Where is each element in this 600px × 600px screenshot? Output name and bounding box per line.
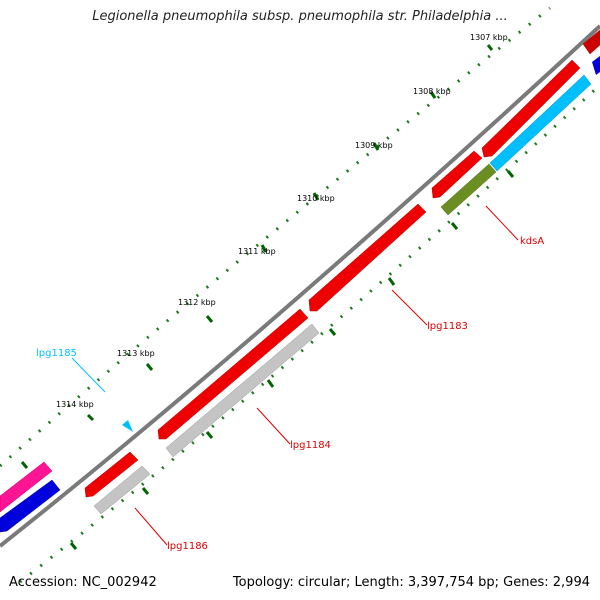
- gene-feature-lpg1186-red[interactable]: [84, 451, 139, 498]
- ruler-label-1312: 1312 kbp: [178, 298, 216, 307]
- gene-feature-lpg1186[interactable]: [93, 465, 151, 515]
- map-title: Legionella pneumophila subsp. pneumophil…: [92, 9, 508, 24]
- genome-backbone: [0, 24, 600, 548]
- gene-label-lpg1184[interactable]: lpg1184: [290, 440, 331, 451]
- gene-label-lpg1183[interactable]: lpg1183: [427, 321, 468, 332]
- genome-stats-label: Topology: circular; Length: 3,397,754 bp…: [232, 575, 590, 590]
- ruler-label-1313: 1313 kbp: [117, 349, 155, 358]
- gene-feature-lpg1183[interactable]: [308, 203, 427, 312]
- gene-label-lpg1185[interactable]: lpg1185: [36, 348, 77, 359]
- gene-feature-red-top-right[interactable]: [582, 29, 600, 55]
- ruler-label-1307: 1307 kbp: [470, 33, 508, 42]
- accession-label: Accession: NC_002942: [9, 575, 157, 590]
- ruler-arc-outer: [0, 6, 551, 468]
- ruler-labels: 1307 kbp 1308 kbp 1309 kbp 1310 kbp 1311…: [56, 33, 508, 409]
- gene-feature-pink-left[interactable]: [0, 461, 53, 513]
- ruler-label-1311: 1311 kbp: [238, 247, 276, 256]
- ruler-major-ticks-outer: [20, 44, 494, 469]
- gene-callout-lines: [71, 205, 519, 546]
- gene-feature-red-upper[interactable]: [481, 59, 581, 158]
- gene-feature-lpg1184[interactable]: [165, 323, 320, 458]
- gene-feature-blue-left[interactable]: [0, 479, 61, 533]
- gene-feature-lpg1185[interactable]: [122, 420, 133, 432]
- gene-feature-red-kdsA-region[interactable]: [431, 150, 483, 199]
- gene-label-kdsA[interactable]: kdsA: [520, 236, 544, 247]
- gene-feature-blue-right[interactable]: [592, 56, 600, 75]
- gene-feature-lpg1184-red[interactable]: [157, 308, 309, 440]
- ruler-label-1314: 1314 kbp: [56, 400, 94, 409]
- ruler-label-1310: 1310 kbp: [297, 194, 335, 203]
- ruler-major-ticks-inner: [69, 170, 515, 550]
- gene-feature-kdsA[interactable]: [440, 163, 497, 216]
- ruler-label-1309: 1309 kbp: [355, 141, 393, 150]
- gene-feature-cyan[interactable]: [489, 74, 592, 172]
- ruler-label-1308: 1308 kbp: [413, 87, 451, 96]
- gene-label-lpg1186[interactable]: lpg1186: [167, 541, 208, 552]
